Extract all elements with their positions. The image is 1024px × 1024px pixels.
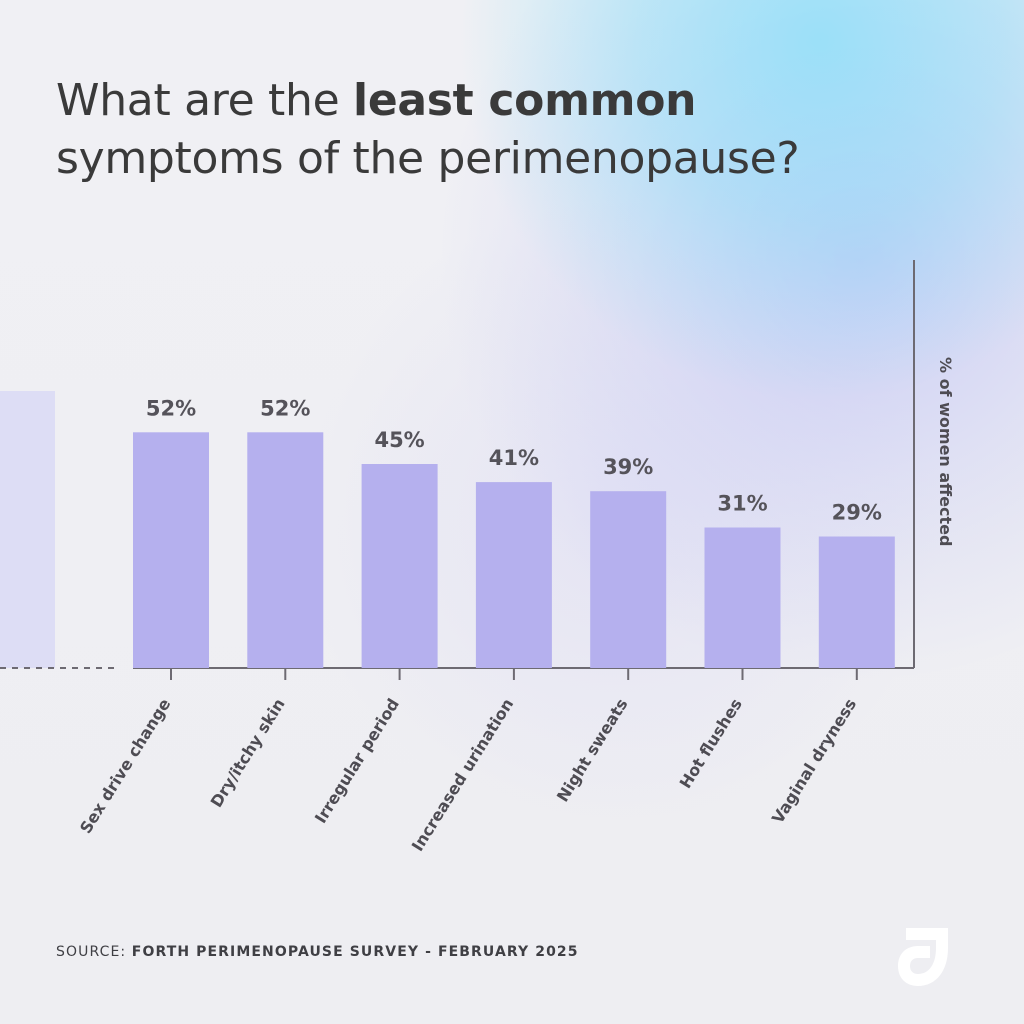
bar-1 (133, 432, 209, 668)
title-prefix: What are the (56, 75, 354, 126)
source-label: SOURCE: (56, 944, 132, 960)
bar-7 (818, 536, 895, 668)
value-label-4: 41% (489, 446, 539, 470)
value-label-6: 31% (717, 492, 767, 516)
bar-5 (590, 491, 667, 668)
category-label-1: Sex drive change (76, 695, 174, 837)
title-highlight: least common (353, 75, 697, 126)
partial-bar (0, 391, 55, 668)
value-label-7: 29% (832, 501, 882, 525)
value-label-5: 39% (603, 455, 653, 479)
value-label-1: 52% (146, 396, 196, 420)
value-label-2: 52% (260, 396, 310, 420)
bar-2 (247, 432, 324, 668)
category-label-7: Vaginal dryness (768, 695, 860, 827)
page-title: What are the least common symptoms of th… (56, 72, 916, 188)
bar-3 (361, 464, 438, 668)
bar-6 (704, 527, 781, 668)
bar-4 (475, 482, 552, 668)
category-label-2: Dry/itchy skin (207, 695, 289, 811)
category-label-3: Irregular period (311, 695, 403, 827)
source-text: SOURCE: FORTH PERIMENOPAUSE SURVEY - FEB… (56, 944, 579, 960)
bars (133, 432, 895, 668)
value-label-3: 45% (374, 428, 424, 452)
category-label-5: Night sweats (553, 695, 632, 805)
category-label-6: Hot flushes (676, 695, 746, 792)
value-labels: 52% 52% 45% 41% 39% 31% 29% (146, 396, 882, 524)
category-labels: Sex drive change Dry/itchy skin Irregular … (76, 695, 860, 855)
x-axis-ticks (170, 668, 858, 680)
category-label-4: Increased urination (408, 695, 518, 855)
title-suffix: symptoms of the perimenopause? (56, 133, 800, 184)
y-axis-label: % of women affected (936, 357, 955, 546)
brand-logo-icon (898, 928, 948, 986)
source-name: FORTH PERIMENOPAUSE SURVEY - FEBRUARY 20… (131, 944, 579, 960)
